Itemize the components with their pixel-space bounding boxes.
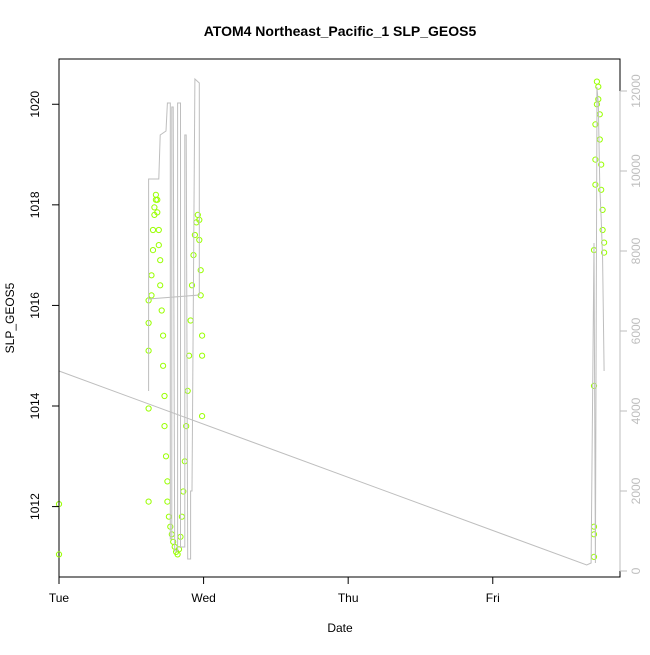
- data-point: [154, 196, 161, 203]
- data-point: [155, 226, 162, 234]
- data-point: [151, 204, 158, 211]
- y-tick-label: 1016: [28, 292, 42, 319]
- y-tick-label: 1018: [28, 191, 42, 218]
- data-point: [155, 242, 162, 249]
- data-point: [160, 332, 167, 339]
- data-point: [157, 282, 164, 289]
- data-point: [183, 423, 190, 430]
- y2-tick-label: 6000: [629, 317, 643, 344]
- y-tick-label: 1020: [28, 91, 42, 118]
- data-point: [160, 362, 167, 369]
- data-point: [592, 121, 599, 128]
- data-point: [592, 181, 599, 188]
- data-point: [592, 156, 599, 163]
- x-tick-label: Thu: [338, 591, 359, 605]
- data-point: [598, 186, 605, 193]
- y2-tick-label: 8000: [629, 237, 643, 264]
- data-point: [601, 249, 608, 256]
- data-point: [598, 161, 605, 168]
- y-axis-label: SLP_GEOS5: [3, 282, 17, 353]
- data-point: [188, 282, 196, 289]
- data-point: [161, 423, 168, 430]
- series-line-2: [148, 77, 200, 560]
- data-point: [154, 209, 161, 216]
- data-point: [595, 83, 602, 90]
- data-point: [199, 413, 206, 420]
- data-point: [191, 231, 198, 239]
- data-point: [599, 206, 606, 213]
- data-point: [199, 332, 206, 339]
- data-point: [197, 267, 204, 274]
- data-point: [175, 546, 183, 553]
- y2-tick-label: 0: [629, 567, 643, 574]
- x-tick-label: Fri: [486, 591, 500, 605]
- data-point: [149, 247, 157, 254]
- x-tick-label: Wed: [191, 591, 215, 605]
- data-point: [161, 392, 168, 400]
- data-point: [158, 307, 165, 314]
- data-point: [149, 226, 157, 234]
- y2-tick-label: 12000: [629, 74, 643, 108]
- x-axis-label: Date: [327, 621, 353, 635]
- series-layer: [55, 77, 608, 566]
- series-line-1: [58, 86, 605, 566]
- y-tick-label: 1014: [28, 392, 42, 419]
- data-point: [601, 239, 608, 246]
- y2-tick-label: 10000: [629, 154, 643, 188]
- x-tick-label: Tue: [49, 591, 70, 605]
- data-point: [145, 405, 152, 412]
- data-point: [55, 551, 63, 558]
- data-point: [162, 453, 170, 460]
- data-point: [590, 382, 598, 389]
- y-tick-label: 1012: [28, 493, 42, 520]
- chart-title: ATOM4 Northeast_Pacific_1 SLP_GEOS5: [204, 23, 477, 39]
- y2-tick-label: 4000: [629, 397, 643, 424]
- data-point: [199, 352, 206, 359]
- axis-layer: Tue Wed Thu Fri 1012 1014 1016 1018 1020 0 2000 400…: [28, 74, 643, 605]
- data-point: [157, 257, 164, 264]
- y2-tick-label: 2000: [629, 477, 643, 504]
- data-point: [145, 498, 152, 505]
- data-point: [599, 226, 606, 234]
